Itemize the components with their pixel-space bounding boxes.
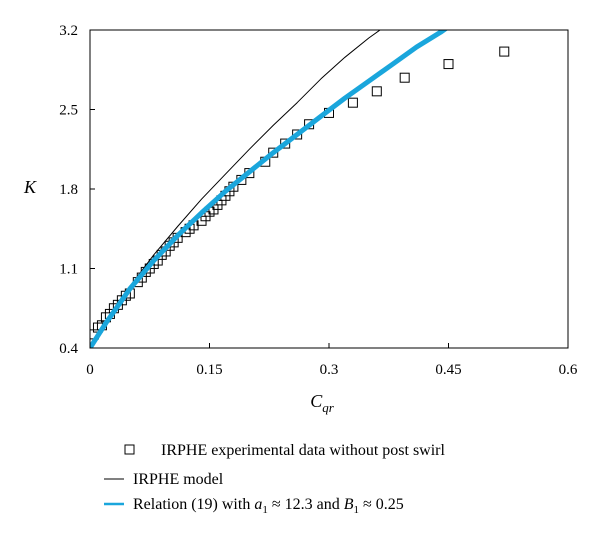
x-axis-label-main: C — [310, 391, 323, 411]
data-point-experimental — [399, 72, 410, 83]
x-tick-label: 0 — [86, 362, 94, 378]
y-tick-label: 3.2 — [59, 23, 78, 39]
legend-relation-b: B — [344, 496, 354, 513]
data-point-experimental — [371, 86, 382, 97]
y-tick-label: 1.1 — [59, 262, 78, 278]
data-point-experimental — [292, 129, 303, 140]
axis-ticks: 0 0.15 0.3 0.45 0.6 0.4 1.1 1.8 2.5 3.2 — [59, 23, 578, 378]
x-tick-label: 0.3 — [320, 362, 339, 378]
data-point-experimental — [280, 138, 291, 149]
series-line-relation — [90, 30, 449, 348]
legend-relation-a-sub: 1 — [262, 504, 268, 516]
legend-relation-b-sub: 1 — [353, 504, 359, 516]
legend-label-relation: Relation (19) with a1 ≈ 12.3 and B1 ≈ 0.… — [133, 496, 404, 516]
y-axis-label: K — [23, 177, 37, 197]
legend-marker-square — [124, 444, 135, 455]
plot-frame — [89, 29, 569, 349]
plot-marks — [90, 30, 510, 348]
x-axis-label-sub: qr — [322, 400, 335, 415]
legend-label-model: IRPHE model — [133, 471, 224, 488]
y-tick-label: 1.8 — [59, 182, 78, 198]
x-axis-label: Cqr — [310, 391, 335, 415]
legend-relation-part3: ≈ 0.25 — [359, 496, 404, 513]
y-tick-label: 0.4 — [59, 341, 78, 357]
data-point-experimental — [268, 147, 279, 158]
legend-relation-part1: Relation (19) with — [133, 496, 254, 513]
plot-area — [90, 30, 510, 348]
data-point-experimental — [499, 46, 510, 57]
legend: IRPHE experimental data without post swi… — [104, 442, 446, 516]
x-tick-label: 0.15 — [196, 362, 222, 378]
x-tick-label: 0.6 — [559, 362, 578, 378]
legend-relation-a: a — [254, 496, 262, 513]
data-point-experimental — [347, 97, 358, 108]
x-tick-label: 0.45 — [435, 362, 461, 378]
data-point-experimental — [443, 59, 454, 70]
y-tick-label: 2.5 — [59, 103, 78, 119]
legend-relation-part2: ≈ 12.3 and — [268, 496, 344, 513]
legend-label-experimental: IRPHE experimental data without post swi… — [161, 442, 446, 459]
